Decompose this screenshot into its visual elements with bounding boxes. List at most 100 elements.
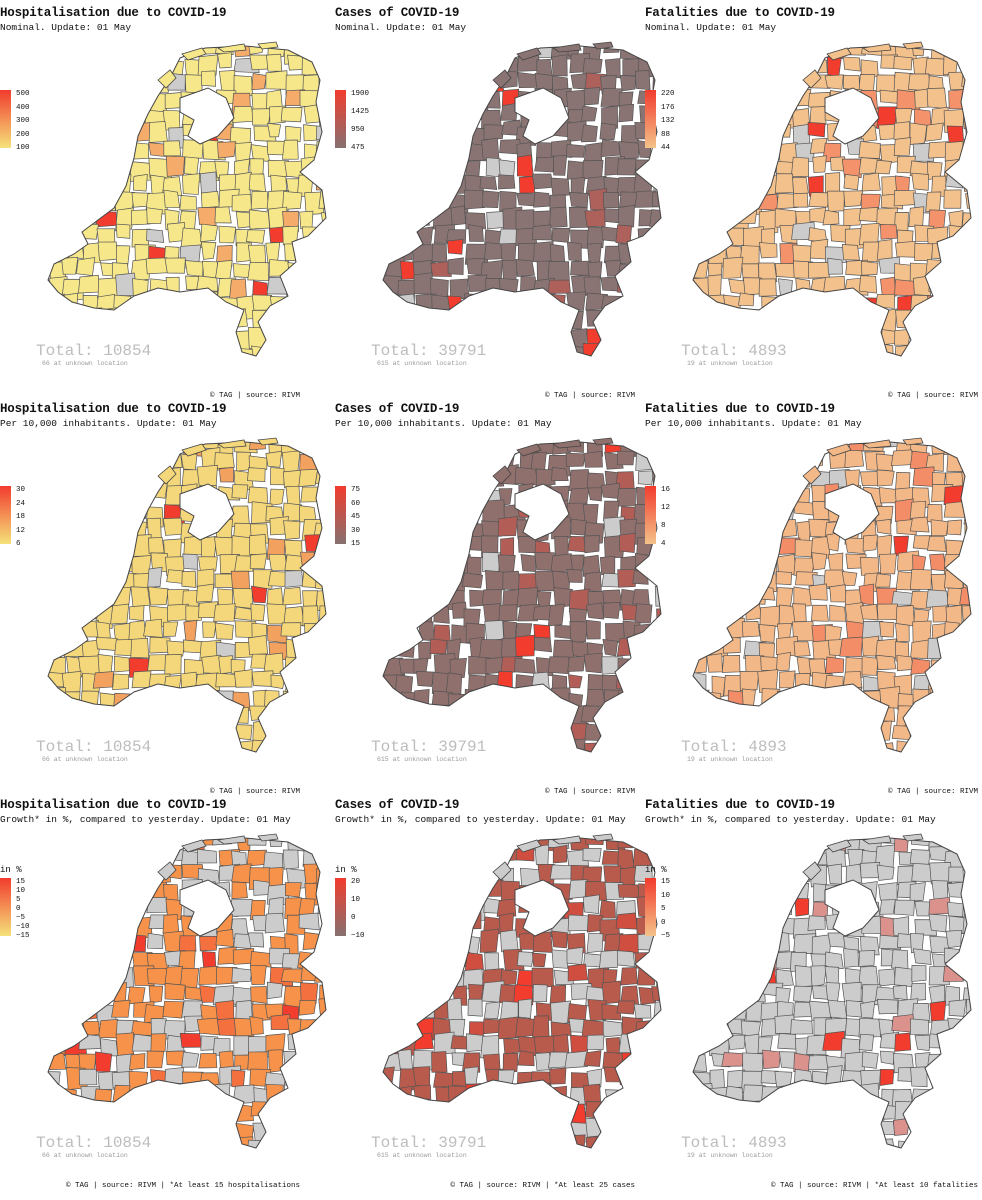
municipality — [282, 849, 299, 870]
municipality — [400, 454, 418, 470]
municipality — [693, 606, 712, 628]
municipality — [824, 674, 844, 694]
municipality — [842, 738, 867, 752]
municipality — [148, 985, 164, 1004]
municipality — [451, 520, 469, 543]
municipality — [316, 226, 326, 246]
municipality — [300, 292, 319, 313]
municipality — [467, 325, 488, 344]
municipality — [398, 918, 423, 934]
municipality — [297, 951, 321, 971]
municipality — [947, 654, 967, 672]
map-panel: Hospitalisation due to COVID-19 Nominal. … — [0, 6, 327, 400]
legend-tick-label: 950 — [351, 126, 365, 134]
municipality — [365, 309, 382, 332]
municipality — [396, 506, 417, 521]
municipality — [448, 710, 464, 729]
municipality — [383, 838, 386, 851]
municipality — [617, 884, 640, 899]
municipality — [737, 156, 762, 181]
municipality — [447, 239, 464, 255]
unknown-location-note: 66 at unknown location — [42, 756, 128, 763]
municipality — [794, 442, 817, 452]
municipality — [82, 87, 97, 109]
municipality — [281, 308, 305, 330]
municipality — [827, 329, 850, 352]
municipality — [30, 157, 48, 178]
municipality — [48, 313, 65, 334]
municipality — [81, 519, 100, 541]
municipality — [247, 261, 269, 282]
municipality — [267, 122, 282, 138]
municipality — [963, 310, 971, 326]
municipality — [774, 46, 798, 61]
municipality — [547, 656, 570, 675]
municipality — [874, 159, 892, 175]
municipality — [251, 73, 267, 91]
country-outline — [382, 45, 662, 357]
legend-tick-label: 45 — [351, 513, 361, 521]
municipality — [706, 691, 723, 711]
municipality — [693, 107, 710, 128]
municipality — [61, 256, 79, 275]
legend-tick-label: 12 — [16, 526, 26, 535]
municipality — [616, 450, 635, 466]
municipality — [416, 46, 434, 59]
municipality — [928, 276, 944, 292]
municipality — [411, 999, 435, 1019]
municipality — [777, 1032, 797, 1050]
municipality — [943, 328, 967, 350]
municipality — [215, 310, 234, 326]
municipality — [481, 1084, 499, 1102]
municipality — [147, 1104, 168, 1125]
municipality — [401, 987, 424, 1011]
municipality — [707, 274, 722, 299]
legend-tick-label: 10 — [16, 887, 26, 895]
municipality — [963, 535, 971, 557]
municipality — [163, 325, 187, 348]
municipality — [81, 123, 102, 145]
municipality — [31, 882, 46, 900]
municipality — [479, 928, 500, 953]
municipality — [99, 952, 119, 973]
municipality — [447, 930, 468, 953]
legend-tick-label: 475 — [351, 144, 365, 152]
municipality — [599, 122, 617, 141]
municipality — [77, 73, 98, 95]
municipality — [776, 1103, 795, 1121]
municipality — [585, 602, 605, 620]
municipality — [383, 705, 403, 729]
municipality — [451, 1098, 470, 1121]
municipality — [675, 210, 690, 226]
municipality — [129, 605, 145, 622]
legend-tick-label: 18 — [16, 513, 26, 521]
municipality — [553, 154, 568, 176]
municipality — [184, 260, 204, 277]
municipality — [415, 719, 432, 737]
municipality — [914, 242, 934, 262]
municipality — [48, 106, 64, 121]
municipality — [428, 450, 449, 473]
municipality — [413, 76, 432, 96]
legend-gradient-bar — [0, 486, 11, 544]
municipality — [94, 517, 114, 538]
municipality — [693, 636, 712, 657]
municipality — [30, 608, 46, 624]
municipality — [298, 327, 322, 347]
municipality — [33, 723, 47, 739]
municipality — [383, 294, 385, 313]
municipality — [433, 103, 449, 129]
municipality — [693, 157, 706, 178]
municipality — [249, 1016, 264, 1036]
municipality — [776, 651, 791, 672]
municipality — [468, 311, 489, 334]
municipality — [499, 346, 521, 356]
municipality — [727, 468, 751, 492]
choropleth-map — [675, 41, 972, 357]
municipality — [95, 160, 115, 180]
source-caption: © TAG | source: RIVM — [209, 392, 300, 400]
municipality — [415, 142, 435, 157]
municipality — [909, 568, 932, 590]
municipality — [516, 726, 537, 742]
municipality — [961, 277, 971, 301]
